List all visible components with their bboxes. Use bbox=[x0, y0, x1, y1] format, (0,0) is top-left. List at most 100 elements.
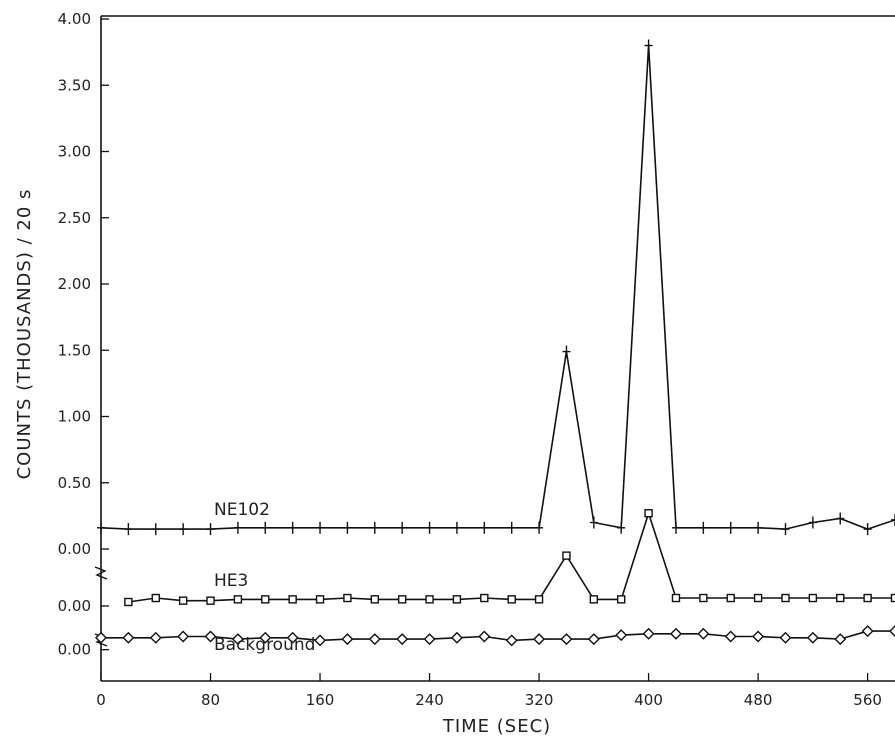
data-point bbox=[341, 633, 354, 646]
y-axis-label: COUNTS (THOUSANDS) / 20 s bbox=[14, 189, 35, 480]
series-ne102: NE102 bbox=[97, 39, 895, 536]
data-point bbox=[589, 516, 598, 529]
data-point bbox=[233, 595, 243, 604]
data-point bbox=[808, 593, 818, 603]
data-point bbox=[863, 593, 872, 603]
data-point bbox=[781, 593, 790, 603]
data-point bbox=[398, 521, 407, 534]
data-point bbox=[122, 631, 135, 644]
data-point bbox=[699, 593, 708, 603]
x-tick-label: 0 bbox=[96, 691, 106, 709]
data-point bbox=[206, 523, 215, 536]
data-point bbox=[314, 634, 327, 647]
data-point bbox=[671, 593, 681, 603]
axes bbox=[94, 15, 895, 682]
data-point bbox=[368, 633, 381, 646]
data-point bbox=[589, 595, 599, 604]
data-point bbox=[151, 593, 160, 603]
data-point bbox=[726, 593, 735, 603]
data-point bbox=[726, 521, 735, 534]
y-tick-label: 0.50 bbox=[58, 474, 91, 492]
data-point bbox=[95, 631, 107, 644]
data-point bbox=[562, 345, 571, 358]
data-point bbox=[779, 631, 792, 644]
data-point bbox=[450, 631, 463, 644]
x-tick-label: 320 bbox=[525, 691, 554, 709]
data-point bbox=[480, 593, 489, 603]
data-point bbox=[644, 39, 653, 52]
data-point bbox=[533, 633, 546, 646]
y-tick-label: 2.00 bbox=[58, 275, 91, 293]
data-point bbox=[834, 633, 847, 646]
x-tick-label: 240 bbox=[415, 691, 444, 709]
data-point bbox=[562, 551, 571, 560]
x-tick-label: 400 bbox=[634, 691, 663, 709]
data-point bbox=[343, 593, 352, 603]
offset-zero-label: 0.00 bbox=[58, 597, 91, 615]
data-point bbox=[425, 595, 434, 604]
data-point bbox=[781, 523, 790, 536]
data-point bbox=[315, 595, 325, 604]
data-point bbox=[480, 521, 489, 534]
data-point bbox=[151, 523, 160, 536]
data-point bbox=[370, 521, 379, 534]
data-point bbox=[889, 625, 895, 638]
x-tick-label: 560 bbox=[853, 691, 882, 709]
data-point bbox=[724, 630, 737, 643]
y-tick-label: 1.00 bbox=[58, 408, 91, 426]
series-label: Background bbox=[214, 635, 315, 655]
axis-break-mark bbox=[94, 566, 108, 580]
y-tick-label: 4.00 bbox=[58, 10, 91, 28]
data-point bbox=[261, 521, 270, 534]
data-point bbox=[505, 634, 518, 647]
data-point bbox=[452, 521, 461, 534]
data-point bbox=[97, 521, 105, 534]
data-point bbox=[179, 523, 188, 536]
data-point bbox=[233, 521, 242, 534]
series-label: NE102 bbox=[214, 500, 270, 520]
data-point bbox=[836, 593, 845, 603]
data-point bbox=[753, 593, 763, 603]
data-point bbox=[231, 633, 244, 646]
data-point bbox=[890, 593, 895, 603]
data-point bbox=[560, 633, 573, 646]
data-point bbox=[863, 523, 872, 536]
data-point bbox=[836, 512, 845, 525]
data-point bbox=[644, 509, 653, 518]
data-point bbox=[806, 631, 819, 644]
data-point bbox=[397, 595, 407, 604]
data-point bbox=[204, 630, 217, 643]
series-group: NE102 HE3 Background bbox=[95, 39, 895, 655]
data-point bbox=[697, 627, 710, 640]
data-point bbox=[343, 521, 352, 534]
data-point bbox=[642, 627, 655, 640]
data-point bbox=[452, 595, 462, 604]
data-point bbox=[861, 625, 874, 638]
data-point bbox=[534, 595, 544, 604]
data-point bbox=[149, 631, 162, 644]
data-point bbox=[423, 633, 436, 646]
data-point bbox=[669, 627, 682, 640]
data-point bbox=[261, 595, 270, 604]
series-line bbox=[100, 45, 895, 530]
data-point bbox=[178, 596, 188, 605]
data-point bbox=[752, 630, 765, 643]
y-tick-label: 0.00 bbox=[58, 540, 91, 558]
data-point bbox=[587, 633, 600, 646]
data-point bbox=[288, 595, 297, 604]
y-tick-label: 3.00 bbox=[58, 143, 91, 161]
data-point bbox=[507, 595, 516, 604]
series-he3: HE3 bbox=[124, 509, 895, 607]
data-point bbox=[370, 595, 379, 604]
data-point bbox=[699, 521, 708, 534]
data-point bbox=[177, 630, 190, 643]
data-point bbox=[478, 630, 491, 643]
data-point bbox=[754, 521, 763, 534]
data-point bbox=[671, 521, 680, 534]
data-point bbox=[286, 631, 299, 644]
data-point bbox=[206, 596, 215, 605]
x-tick-label: 160 bbox=[306, 691, 335, 709]
data-point bbox=[425, 521, 434, 534]
data-point bbox=[507, 521, 516, 534]
